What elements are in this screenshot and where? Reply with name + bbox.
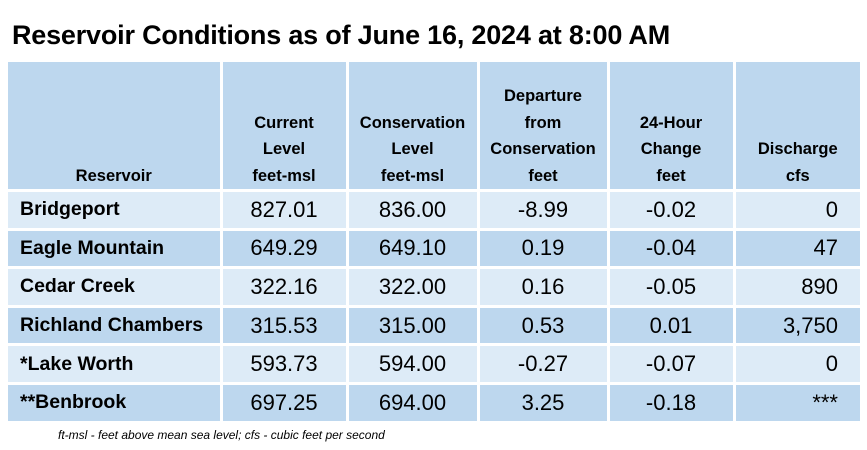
conservation-level-value: 836.00 bbox=[345, 189, 478, 230]
table-row: Bridgeport 827.01 836.00 -8.99 -0.02 0 bbox=[8, 189, 860, 230]
departure-value: 3.25 bbox=[476, 381, 608, 421]
table-row: Eagle Mountain 649.29 649.10 0.19 -0.04 … bbox=[8, 227, 860, 268]
departure-value: 0.16 bbox=[476, 266, 608, 307]
table-header-row: Reservoir Current Level feet-msl Conserv… bbox=[8, 62, 860, 191]
table-row: Richland Chambers 315.53 315.00 0.53 0.0… bbox=[8, 304, 860, 345]
conservation-level-value: 649.10 bbox=[345, 227, 478, 268]
current-level-value: 827.01 bbox=[219, 189, 347, 230]
conservation-level-value: 694.00 bbox=[345, 381, 478, 421]
departure-value: -8.99 bbox=[476, 189, 608, 230]
current-level-value: 697.25 bbox=[219, 381, 347, 421]
reservoir-name: *Lake Worth bbox=[8, 343, 221, 384]
footnote: ft-msl - feet above mean sea level; cfs … bbox=[58, 428, 385, 442]
column-header-discharge: Discharge cfs bbox=[732, 62, 860, 191]
current-level-value: 315.53 bbox=[219, 304, 347, 345]
reservoir-name: Cedar Creek bbox=[8, 266, 221, 307]
column-header-24-hour-change: 24-Hour Change feet bbox=[606, 62, 734, 191]
column-header-conservation-level: Conservation Level feet-msl bbox=[345, 62, 478, 191]
discharge-value: *** bbox=[732, 381, 860, 421]
discharge-value: 0 bbox=[732, 343, 860, 384]
conservation-level-value: 594.00 bbox=[345, 343, 478, 384]
change-24h-value: 0.01 bbox=[606, 304, 734, 345]
departure-value: 0.53 bbox=[476, 304, 608, 345]
table-row: *Lake Worth 593.73 594.00 -0.27 -0.07 0 bbox=[8, 343, 860, 384]
discharge-value: 47 bbox=[732, 227, 860, 268]
reservoir-name: Richland Chambers bbox=[8, 304, 221, 345]
conservation-level-value: 315.00 bbox=[345, 304, 478, 345]
change-24h-value: -0.07 bbox=[606, 343, 734, 384]
table-row: Cedar Creek 322.16 322.00 0.16 -0.05 890 bbox=[8, 266, 860, 307]
reservoir-name: Bridgeport bbox=[8, 189, 221, 230]
change-24h-value: -0.05 bbox=[606, 266, 734, 307]
departure-value: -0.27 bbox=[476, 343, 608, 384]
reservoir-name: **Benbrook bbox=[8, 381, 221, 421]
current-level-value: 322.16 bbox=[219, 266, 347, 307]
column-header-reservoir: Reservoir bbox=[8, 62, 221, 191]
column-header-departure: Departure from Conservation feet bbox=[476, 62, 608, 191]
current-level-value: 649.29 bbox=[219, 227, 347, 268]
conservation-level-value: 322.00 bbox=[345, 266, 478, 307]
discharge-value: 0 bbox=[732, 189, 860, 230]
current-level-value: 593.73 bbox=[219, 343, 347, 384]
discharge-value: 890 bbox=[732, 266, 860, 307]
page-title: Reservoir Conditions as of June 16, 2024… bbox=[12, 20, 671, 50]
discharge-value: 3,750 bbox=[732, 304, 860, 345]
reservoir-table: Reservoir Current Level feet-msl Conserv… bbox=[8, 62, 860, 421]
change-24h-value: -0.18 bbox=[606, 381, 734, 421]
change-24h-value: -0.04 bbox=[606, 227, 734, 268]
column-header-current-level: Current Level feet-msl bbox=[219, 62, 347, 191]
reservoir-name: Eagle Mountain bbox=[8, 227, 221, 268]
table-row: **Benbrook 697.25 694.00 3.25 -0.18 *** bbox=[8, 381, 860, 421]
change-24h-value: -0.02 bbox=[606, 189, 734, 230]
departure-value: 0.19 bbox=[476, 227, 608, 268]
